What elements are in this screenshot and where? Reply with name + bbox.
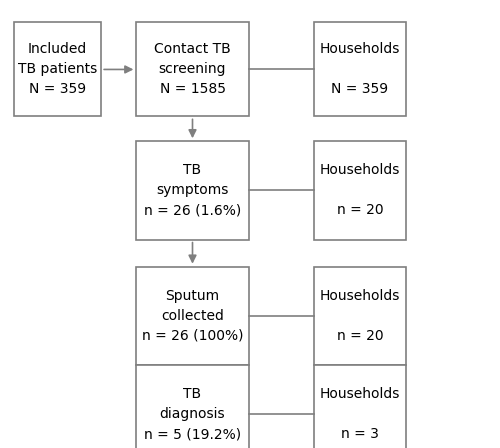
FancyBboxPatch shape bbox=[136, 22, 249, 116]
FancyBboxPatch shape bbox=[136, 267, 249, 365]
FancyBboxPatch shape bbox=[314, 267, 406, 365]
FancyBboxPatch shape bbox=[136, 365, 249, 448]
Text: TB
symptoms
n = 26 (1.6%): TB symptoms n = 26 (1.6%) bbox=[144, 164, 241, 217]
Text: Sputum
collected
n = 26 (100%): Sputum collected n = 26 (100%) bbox=[142, 289, 243, 343]
Text: Contact TB
screening
N = 1585: Contact TB screening N = 1585 bbox=[154, 43, 231, 96]
Text: Households

n = 20: Households n = 20 bbox=[320, 164, 400, 217]
FancyBboxPatch shape bbox=[314, 365, 406, 448]
Text: Households

n = 3: Households n = 3 bbox=[320, 388, 400, 441]
Text: TB
diagnosis
n = 5 (19.2%): TB diagnosis n = 5 (19.2%) bbox=[144, 388, 241, 441]
FancyBboxPatch shape bbox=[314, 22, 406, 116]
Text: Households

N = 359: Households N = 359 bbox=[320, 43, 400, 96]
FancyBboxPatch shape bbox=[314, 141, 406, 240]
Text: Households

n = 20: Households n = 20 bbox=[320, 289, 400, 343]
FancyBboxPatch shape bbox=[136, 141, 249, 240]
Text: Included
TB patients
N = 359: Included TB patients N = 359 bbox=[18, 43, 97, 96]
FancyBboxPatch shape bbox=[14, 22, 101, 116]
